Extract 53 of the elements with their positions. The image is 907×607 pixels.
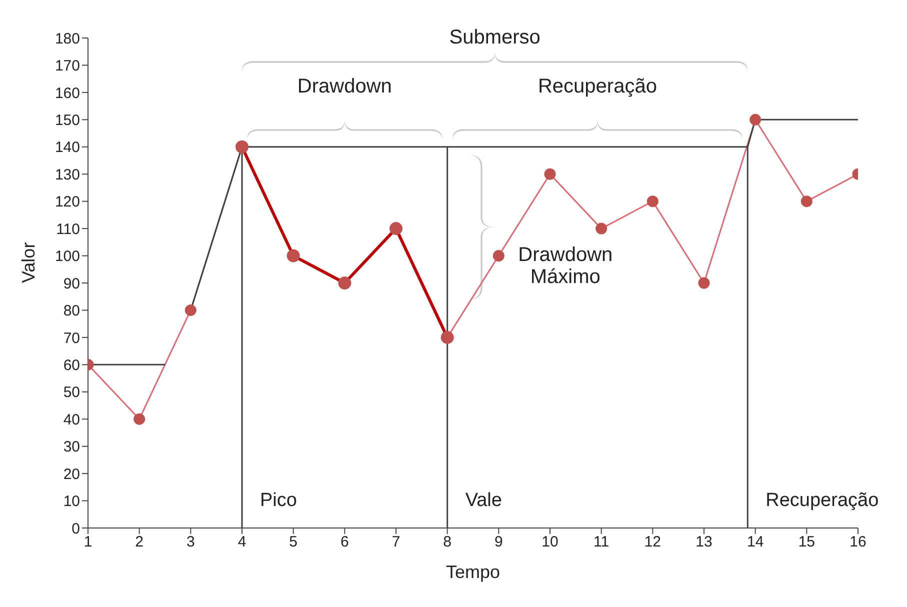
y-tick-label: 30 [63,438,80,456]
annotation: Drawdown [297,75,392,98]
point [596,222,608,234]
x-tick-label: 11 [594,534,610,551]
y-tick-label: 0 [72,520,80,538]
x-tick-label: 4 [238,534,246,551]
x-tick-label: 5 [289,534,298,551]
y-tick-label: 100 [54,248,80,266]
y-tick-label: 90 [63,275,80,292]
point [544,168,556,180]
x-tick-label: 6 [340,534,349,551]
y-tick-label: 50 [63,384,80,402]
point [646,196,658,208]
x-tick-label: 16 [850,534,866,551]
x-tick-label: 10 [542,534,558,551]
point [750,114,762,126]
x-tick-label: 7 [392,534,400,551]
x-axis-title: Tempo [446,562,500,582]
x-tick-label: 1 [84,534,92,551]
y-axis-title: Valor [18,242,38,283]
x-tick-label: 2 [135,534,144,551]
point [800,196,812,208]
annotation: Submerso [449,26,540,48]
y-tick-label: 120 [54,194,80,211]
x-tick-label: 13 [696,534,712,551]
ref-line-label: Vale [465,490,502,511]
y-tick-label: 20 [63,466,80,483]
point [134,413,146,425]
y-tick-label: 180 [54,30,80,48]
y-tick-label: 110 [56,220,80,238]
x-tick-label: 3 [186,534,195,551]
point [184,304,196,316]
ref-line-label: Pico [260,490,297,511]
y-tick-label: 70 [63,330,80,347]
x-tick-label: 14 [746,534,764,551]
annotation: Recuperação [538,75,657,98]
point [698,277,710,289]
ref-line-label: Recuperação [766,490,879,511]
y-tick-label: 170 [54,58,80,75]
x-tick-label: 9 [494,534,503,551]
x-tick-label: 12 [644,534,662,551]
y-tick-label: 130 [54,166,80,184]
x-tick-label: 15 [798,534,816,551]
point [492,250,504,262]
y-tick-label: 40 [63,411,80,428]
y-tick-label: 10 [63,493,80,510]
y-tick-label: 60 [63,356,80,374]
annotation: Drawdown Máximo [518,244,613,288]
x-tick-label: 8 [443,534,452,551]
y-tick-label: 160 [54,84,80,102]
y-tick-label: 140 [54,139,80,156]
y-tick-label: 80 [63,302,80,320]
y-tick-label: 150 [54,112,80,129]
